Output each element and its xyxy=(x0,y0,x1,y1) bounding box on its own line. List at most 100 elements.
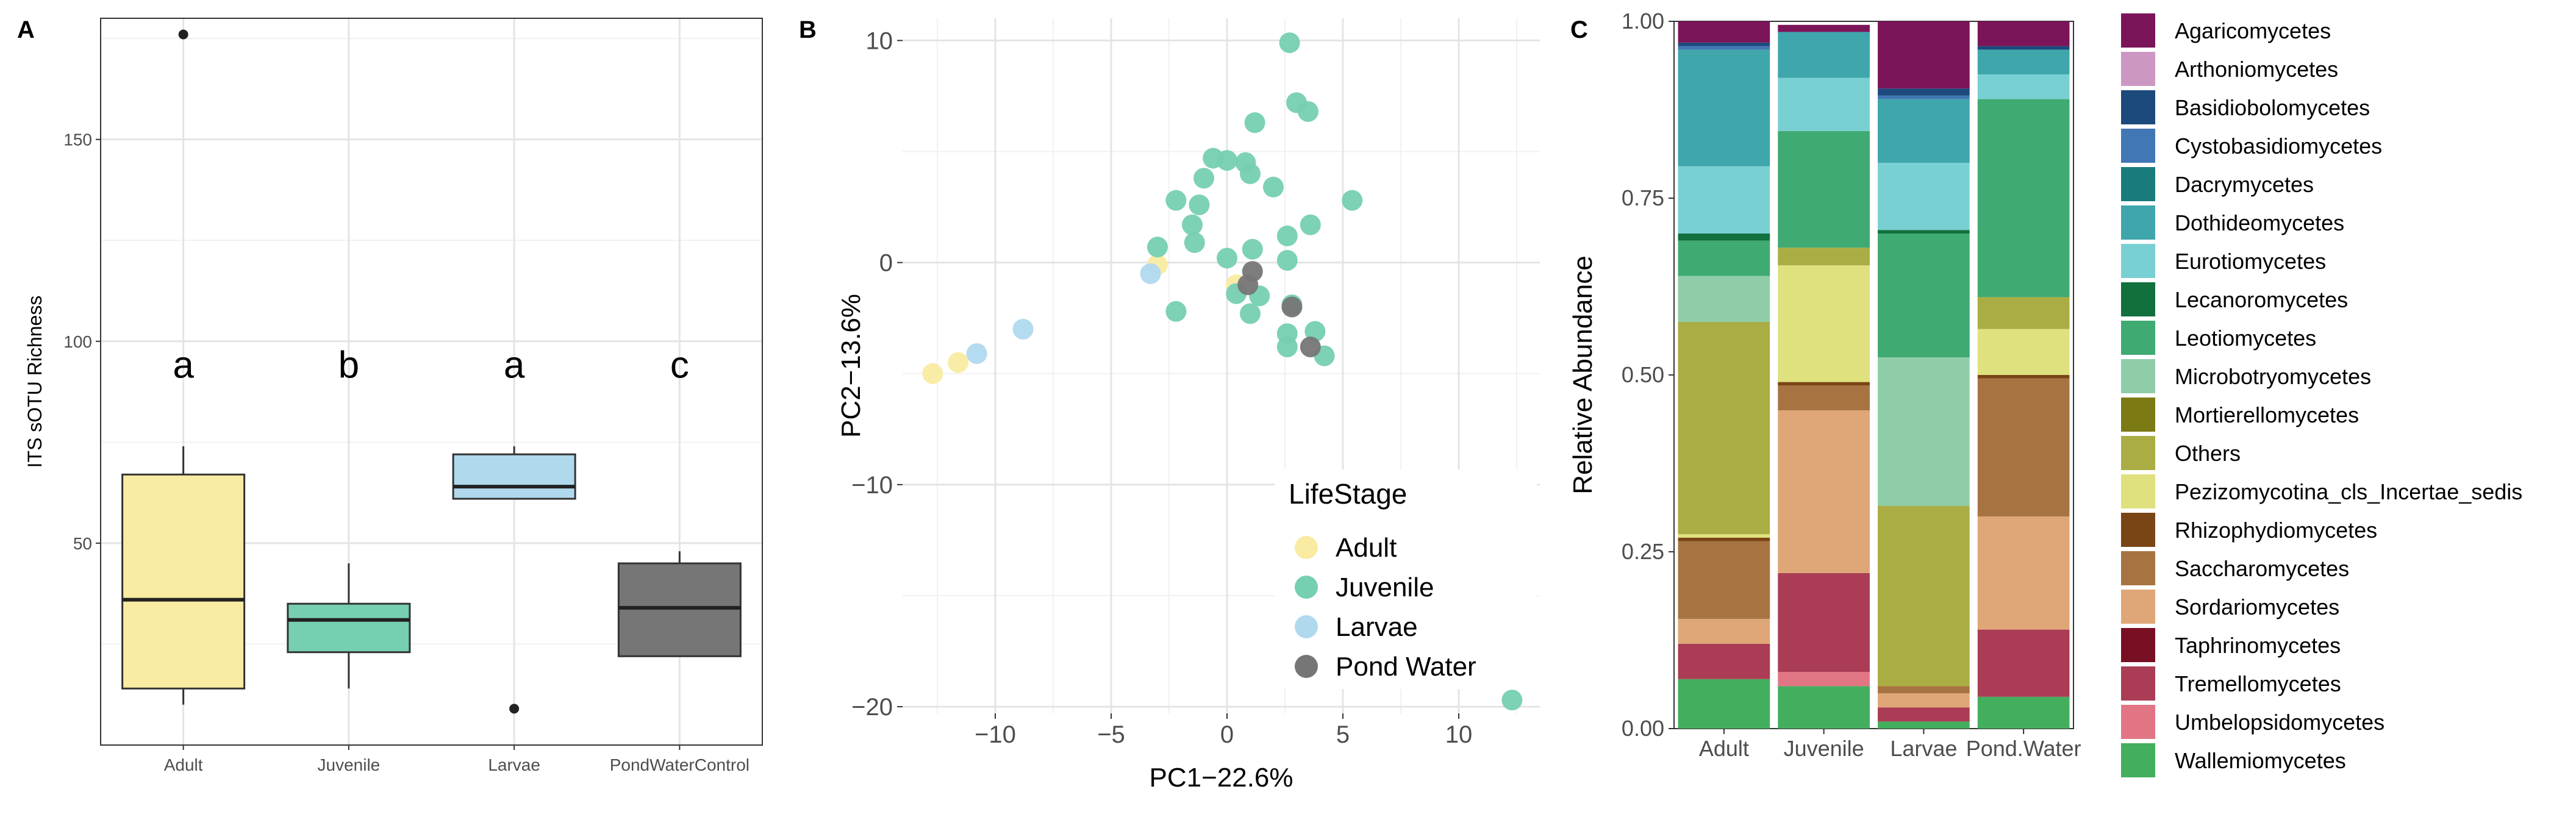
legend-key xyxy=(2121,167,2155,201)
significance-letter: b xyxy=(338,344,359,386)
significance-letter: a xyxy=(173,344,194,386)
legend-label: Mortierellomycetes xyxy=(2175,402,2359,427)
x-tick-label: Juvenile xyxy=(318,755,381,774)
panel-c-legend: Agaricomycetes Arthoniomycetes Basidiobolo… xyxy=(2121,13,2522,777)
legend-key xyxy=(2121,244,2155,278)
point-juvenile xyxy=(1501,690,1523,711)
legend-key xyxy=(2121,666,2155,701)
bar-segment-saccharomycetes xyxy=(1778,385,1870,410)
box-adult xyxy=(121,473,246,690)
point-adult xyxy=(922,363,943,384)
x-tick-label: 5 xyxy=(1336,721,1350,748)
legend-label: Lecanoromycetes xyxy=(2175,287,2348,312)
bar-segment-sordariomycetes xyxy=(1977,516,2070,630)
legend-key xyxy=(2121,282,2155,316)
bar-segment-others xyxy=(1778,248,1870,266)
legend-label: Umbelopsidomycetes xyxy=(2175,710,2385,735)
legend-label: Agaricomycetes xyxy=(2175,18,2331,43)
y-tick-label: 100 xyxy=(63,332,92,351)
point-juvenile xyxy=(1193,168,1214,189)
x-tick-label: Adult xyxy=(164,755,203,774)
legend-key xyxy=(2121,590,2155,624)
bar-segment-cystobasidiomycetes xyxy=(1678,46,1770,50)
point-juvenile xyxy=(1165,301,1187,322)
legend-label: Dacrymycetes xyxy=(2175,172,2314,197)
bar-segment-saccharomycetes xyxy=(1878,686,1970,693)
legend-key xyxy=(2121,513,2155,547)
panel-b-pca-scatter: B −10 −5 0 5 10 −20 −10 0 10 PC1−22.6% PC2−13.6% Lif… xyxy=(799,16,1540,793)
legend-key xyxy=(1295,615,1318,638)
bar-segment-leotiomycetes xyxy=(1778,130,1870,248)
point-juvenile xyxy=(1242,238,1263,260)
bar-segment-tremellomycetes xyxy=(1678,643,1770,679)
legend-label: Taphrinomycetes xyxy=(2175,633,2341,658)
legend-key xyxy=(2121,398,2155,432)
point-pond-water xyxy=(1300,337,1321,358)
legend-label: Others xyxy=(2175,441,2241,466)
y-tick-label: 10 xyxy=(866,27,893,54)
bar-segment-others xyxy=(1977,297,2070,329)
x-tick-label: 10 xyxy=(1445,721,1473,748)
legend-key xyxy=(2121,90,2155,124)
point-juvenile xyxy=(1165,190,1187,211)
point-juvenile xyxy=(1240,303,1261,324)
box-outlier xyxy=(178,29,188,40)
legend-key xyxy=(2121,321,2155,355)
bar-segment-dothideomycetes xyxy=(1678,49,1770,166)
bar-segment-basidiobolomycetes xyxy=(1678,42,1770,46)
y-tick-label: −20 xyxy=(851,694,893,721)
panel-label-c: C xyxy=(1570,16,1588,43)
significance-letter: c xyxy=(670,344,689,386)
bar-segment-sordariomycetes xyxy=(1778,410,1870,573)
panel-label-a: A xyxy=(17,16,35,43)
bar-segment-wallemiomycetes xyxy=(1878,721,1970,729)
bar-segment-rhizophydiomycetes xyxy=(1778,382,1870,386)
x-tick-label: −10 xyxy=(975,721,1016,748)
legend-label: Wallemiomycetes xyxy=(2175,748,2346,773)
x-tick-label: Juvenile xyxy=(1784,736,1864,761)
bar-segment-dothideomycetes xyxy=(1778,32,1870,78)
legend-key xyxy=(1295,536,1318,559)
y-tick-label: 150 xyxy=(63,130,92,149)
point-larvae xyxy=(1012,318,1034,340)
x-tick-label: Pond.Water xyxy=(1966,736,2081,761)
legend-label: Rhizophydiomycetes xyxy=(2175,518,2377,543)
x-tick-label: −5 xyxy=(1097,721,1125,748)
x-tick-label: PondWaterControl xyxy=(610,755,750,774)
point-pond-water xyxy=(1281,296,1303,318)
bar-segment-lecanoromycetes xyxy=(1678,234,1770,241)
y-axis-title: Relative Abundance xyxy=(1568,255,1598,494)
point-juvenile xyxy=(1304,321,1326,342)
box-larvae xyxy=(452,453,576,500)
y-axis-title: ITS sOTU Richness xyxy=(24,296,46,468)
x-tick-label: Larvae xyxy=(1890,736,1957,761)
bar-segment-eurotiomycetes xyxy=(1878,163,1970,230)
legend-key xyxy=(2121,551,2155,585)
legend-label: Juvenile xyxy=(1336,573,1434,602)
point-larvae xyxy=(1140,263,1161,284)
point-adult xyxy=(948,352,969,373)
bar-segment-agaricomycetes xyxy=(1778,24,1870,32)
bar-segment-lecanoromycetes xyxy=(1878,230,1970,234)
y-axis-title: PC2−13.6% xyxy=(836,294,866,438)
bar-segment-others xyxy=(1878,505,1970,687)
panel-label-b: B xyxy=(799,16,817,43)
point-juvenile xyxy=(1189,194,1210,215)
bar-segment-rhizophydiomycetes xyxy=(1678,537,1770,541)
point-juvenile xyxy=(1147,237,1168,258)
point-juvenile xyxy=(1244,112,1265,134)
legend-key xyxy=(2121,13,2155,48)
x-tick-label: Larvae xyxy=(488,755,540,774)
bar-segment-tremellomycetes xyxy=(1977,629,2070,697)
y-tick-label: 0 xyxy=(879,250,893,277)
bar-segment-agaricomycetes xyxy=(1678,21,1770,43)
y-tick-label: 0.75 xyxy=(1622,185,1664,210)
point-juvenile xyxy=(1182,214,1203,235)
point-juvenile xyxy=(1298,101,1318,122)
bar-segment-leotiomycetes xyxy=(1678,240,1770,276)
bar-segment-tremellomycetes xyxy=(1778,573,1870,673)
bar-segment-saccharomycetes xyxy=(1678,541,1770,619)
legend-key xyxy=(2121,628,2155,662)
bar-segment-leotiomycetes xyxy=(1878,234,1970,357)
bar-segment-wallemiomycetes xyxy=(1678,679,1770,729)
